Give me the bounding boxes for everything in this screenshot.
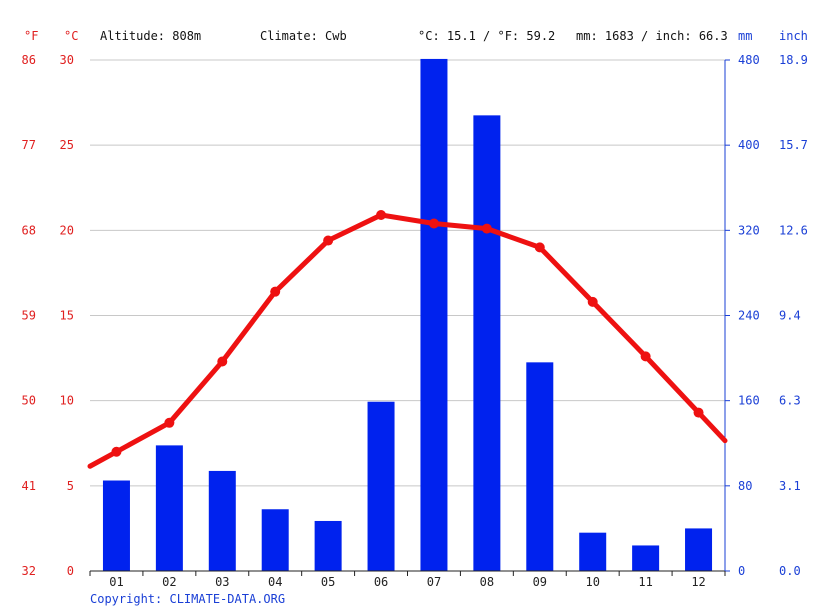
- climate-label: Climate: Cwb: [260, 29, 347, 43]
- tick-label-celsius: 25: [60, 138, 74, 152]
- tick-label-fahrenheit: 32: [22, 564, 36, 578]
- temperature-point: [164, 417, 175, 428]
- unit-mm-label: mm: [738, 29, 752, 43]
- precipitation-bar: [685, 528, 713, 571]
- tick-label-month: 01: [109, 575, 123, 589]
- temperature-point: [217, 356, 228, 367]
- avg-temp-label: °C: 15.1 / °F: 59.2: [418, 29, 555, 43]
- tick-label-fahrenheit: 68: [22, 223, 36, 237]
- precipitation-bar: [208, 470, 236, 571]
- temperature-point: [376, 210, 387, 221]
- temperature-line: [87, 210, 728, 469]
- temperature-point: [481, 223, 492, 234]
- tick-label-month: 05: [321, 575, 335, 589]
- temperature-point: [270, 286, 281, 297]
- tick-label-fahrenheit: 50: [22, 394, 36, 408]
- temperature-point: [428, 218, 439, 229]
- gridlines: [90, 59, 725, 487]
- axes: [89, 59, 730, 576]
- tick-label-celsius: 5: [67, 479, 74, 493]
- tick-label-fahrenheit: 86: [22, 53, 36, 67]
- tick-label-inch: 6.3: [779, 394, 801, 408]
- temperature-point: [534, 242, 545, 253]
- precipitation-bar: [314, 520, 342, 571]
- tick-labels: 32 0 0 0.041 5 80 3.150 10 160 6.359 15 240 9.468 20 3…: [22, 53, 808, 589]
- temperature-point: [323, 235, 334, 246]
- precipitation-bar: [473, 115, 501, 571]
- tick-label-month: 12: [691, 575, 705, 589]
- temperature-point: [111, 446, 122, 457]
- temperature-point: [693, 407, 704, 418]
- tick-label-inch: 3.1: [779, 479, 801, 493]
- precipitation-bar: [420, 58, 448, 571]
- precipitation-bar: [261, 509, 289, 571]
- tick-label-month: 04: [268, 575, 282, 589]
- unit-inch-label: inch: [779, 29, 808, 43]
- tick-label-inch: 9.4: [779, 309, 801, 323]
- tick-label-fahrenheit: 59: [22, 309, 36, 323]
- tick-label-mm: 160: [738, 394, 760, 408]
- tick-label-celsius: 20: [60, 223, 74, 237]
- tick-label-celsius: 30: [60, 53, 74, 67]
- temperature-point: [587, 296, 598, 307]
- tick-label-celsius: 0: [67, 564, 74, 578]
- tick-label-month: 03: [215, 575, 229, 589]
- tick-label-month: 02: [162, 575, 176, 589]
- tick-label-month: 09: [533, 575, 547, 589]
- precipitation-bar: [155, 445, 183, 571]
- tick-label-month: 08: [480, 575, 494, 589]
- tick-label-mm: 0: [738, 564, 745, 578]
- tick-label-mm: 400: [738, 138, 760, 152]
- tick-label-mm: 80: [738, 479, 752, 493]
- tick-label-inch: 15.7: [779, 138, 808, 152]
- tick-label-month: 06: [374, 575, 388, 589]
- precipitation-bar: [632, 545, 660, 571]
- tick-label-celsius: 10: [60, 394, 74, 408]
- altitude-label: Altitude: 808m: [100, 29, 201, 43]
- tick-label-fahrenheit: 77: [22, 138, 36, 152]
- tick-label-celsius: 15: [60, 309, 74, 323]
- precipitation-bar: [579, 532, 607, 571]
- temperature-series-line: [87, 212, 728, 469]
- tick-label-month: 07: [427, 575, 441, 589]
- precipitation-bars: [102, 58, 713, 571]
- tick-label-mm: 240: [738, 309, 760, 323]
- tick-label-mm: 320: [738, 223, 760, 237]
- tick-label-fahrenheit: 41: [22, 479, 36, 493]
- unit-celsius-label: °C: [64, 29, 78, 43]
- tick-label-inch: 12.6: [779, 223, 808, 237]
- precipitation-bar: [526, 362, 554, 571]
- tick-label-inch: 18.9: [779, 53, 808, 67]
- tick-label-month: 11: [638, 575, 652, 589]
- precip-total-label: mm: 1683 / inch: 66.3: [576, 29, 728, 43]
- tick-label-month: 10: [585, 575, 599, 589]
- copyright-text: Copyright: CLIMATE-DATA.ORG: [90, 592, 286, 606]
- temperature-point: [640, 351, 651, 362]
- tick-label-mm: 480: [738, 53, 760, 67]
- precipitation-bar: [367, 401, 395, 571]
- precipitation-bar: [102, 480, 130, 571]
- unit-fahrenheit-label: °F: [24, 29, 38, 43]
- tick-label-inch: 0.0: [779, 564, 801, 578]
